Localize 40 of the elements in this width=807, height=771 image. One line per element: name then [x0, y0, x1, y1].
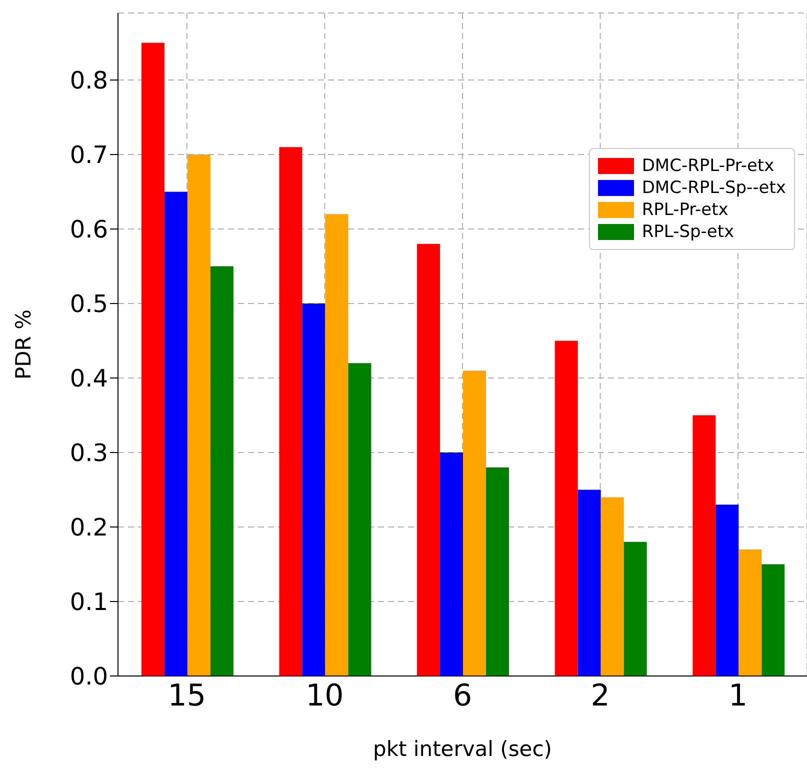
x-tick-label: 6	[452, 678, 472, 714]
bar	[210, 266, 234, 676]
y-tick-label: 0.6	[70, 216, 108, 244]
y-tick-label: 0.4	[70, 364, 108, 393]
bar	[417, 244, 440, 676]
bar	[141, 42, 164, 676]
bar	[440, 452, 464, 676]
bar	[325, 214, 348, 676]
y-axis-title: PDR %	[11, 309, 36, 380]
bar	[279, 147, 302, 676]
x-tick-label: 1	[728, 678, 748, 714]
bar	[738, 549, 762, 676]
bar	[762, 564, 785, 676]
x-tick-label: 2	[590, 678, 610, 714]
bar	[578, 490, 601, 676]
bar	[187, 154, 210, 676]
bar	[692, 415, 716, 676]
y-tick-label: 0.7	[70, 141, 108, 170]
bar	[716, 504, 739, 676]
x-tick-label: 15	[168, 678, 206, 714]
legend-label: RPL-Sp-etx	[642, 222, 734, 242]
y-tick-label: 0.3	[70, 439, 108, 468]
y-tick-label: 0.8	[70, 66, 108, 95]
bar	[164, 192, 188, 676]
bar	[624, 542, 647, 676]
x-axis-title: pkt interval (sec)	[373, 737, 552, 761]
bar	[463, 370, 486, 676]
x-tick-label: 10	[306, 678, 344, 714]
bar	[302, 304, 326, 676]
legend-label: DMC-RPL-Pr-etx	[642, 156, 774, 176]
y-tick-label: 0.0	[70, 662, 108, 691]
bar	[486, 467, 510, 676]
bar	[554, 340, 578, 676]
y-tick-label: 0.1	[70, 588, 108, 616]
legend-label: RPL-Pr-etx	[642, 200, 728, 220]
bar	[600, 497, 624, 676]
legend-label: DMC-RPL-Sp--etx	[642, 178, 786, 198]
y-tick-label: 0.5	[70, 290, 108, 318]
y-tick-label: 0.2	[70, 514, 108, 542]
bar	[348, 363, 372, 676]
